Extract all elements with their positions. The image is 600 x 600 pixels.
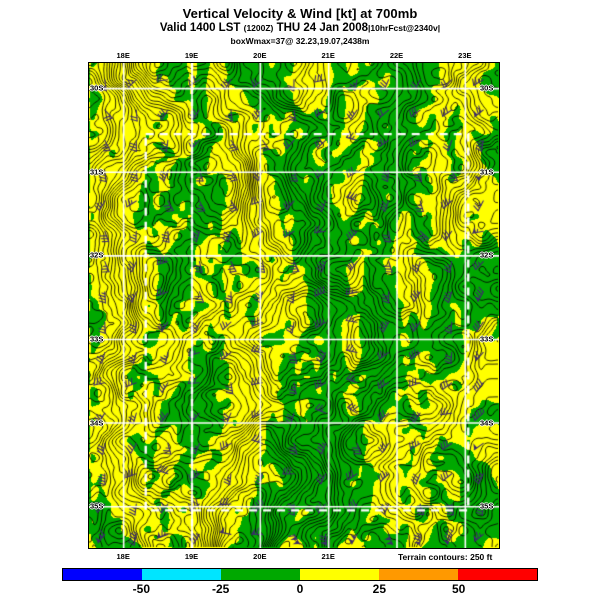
y-tick-right-32s: 32S <box>480 250 494 260</box>
x-tick-top-18e: 18E <box>116 51 130 60</box>
map-plot-area[interactable] <box>88 62 500 549</box>
y-tick-right-35s: 35S <box>480 501 494 511</box>
y-tick-right-30s: 30S <box>480 83 494 93</box>
subtitle-utc-time: (1200Z) <box>243 23 274 33</box>
x-tick-bottom-21e: 21E <box>321 552 335 561</box>
y-tick-left-34s: 34S <box>90 418 104 428</box>
x-tick-top-20e: 20E <box>253 51 267 60</box>
chart-subtitle: Valid 1400 LST (1200Z) THU 24 Jan 2008|1… <box>0 21 600 35</box>
colorbar-tick-1: -25 <box>211 582 230 596</box>
x-tick-bottom-19e: 19E <box>184 552 199 561</box>
y-tick-right-33s: 33S <box>480 334 494 344</box>
y-tick-right-34s: 34S <box>480 418 494 428</box>
colorbar-band-yellow <box>300 569 379 580</box>
x-tick-top-21e: 21E <box>321 51 335 60</box>
chart-title: Vertical Velocity & Wind [kt] at 700mb <box>182 6 418 21</box>
y-tick-left-30s: 30S <box>90 83 104 93</box>
vertical-velocity-field <box>89 63 499 548</box>
colorbar-tick-3: 25 <box>372 582 387 596</box>
x-tick-bottom-18e: 18E <box>116 552 130 561</box>
chart-annotation: boxWmax=37@ 32.23,19.07,2438m <box>230 36 370 46</box>
subtitle-date: THU 24 Jan 2008 <box>276 22 368 34</box>
colorbar-tick-2: 0 <box>296 582 304 596</box>
colorbar-band-blue <box>63 569 142 580</box>
y-tick-left-31s: 31S <box>90 167 104 177</box>
x-tick-top-23e: 23E <box>458 51 472 60</box>
y-tick-right-31s: 31S <box>480 167 494 177</box>
colorbar-band-green <box>221 569 300 580</box>
x-tick-bottom-20e: 20E <box>253 552 267 561</box>
colorbar-band-red <box>458 569 537 580</box>
x-tick-top-19e: 19E <box>184 51 199 60</box>
title-block: Vertical Velocity & Wind [kt] at 700mb V… <box>0 6 600 47</box>
y-tick-left-33s: 33S <box>90 334 104 344</box>
x-tick-top-22e: 22E <box>389 51 404 60</box>
terrain-contour-note: Terrain contours: 250 ft <box>398 552 493 562</box>
colorbar[interactable] <box>62 568 538 581</box>
y-tick-left-32s: 32S <box>90 250 104 260</box>
colorbar-tick-4: 50 <box>451 582 466 596</box>
colorbar-band-cyan <box>142 569 221 580</box>
colorbar-band-orange <box>379 569 458 580</box>
y-tick-left-35s: 35S <box>90 501 104 511</box>
colorbar-tick-0: -50 <box>132 582 150 596</box>
subtitle-forecast-tag: |10hrFcst@2340v| <box>368 23 441 33</box>
subtitle-valid-time: Valid 1400 LST <box>159 22 241 34</box>
